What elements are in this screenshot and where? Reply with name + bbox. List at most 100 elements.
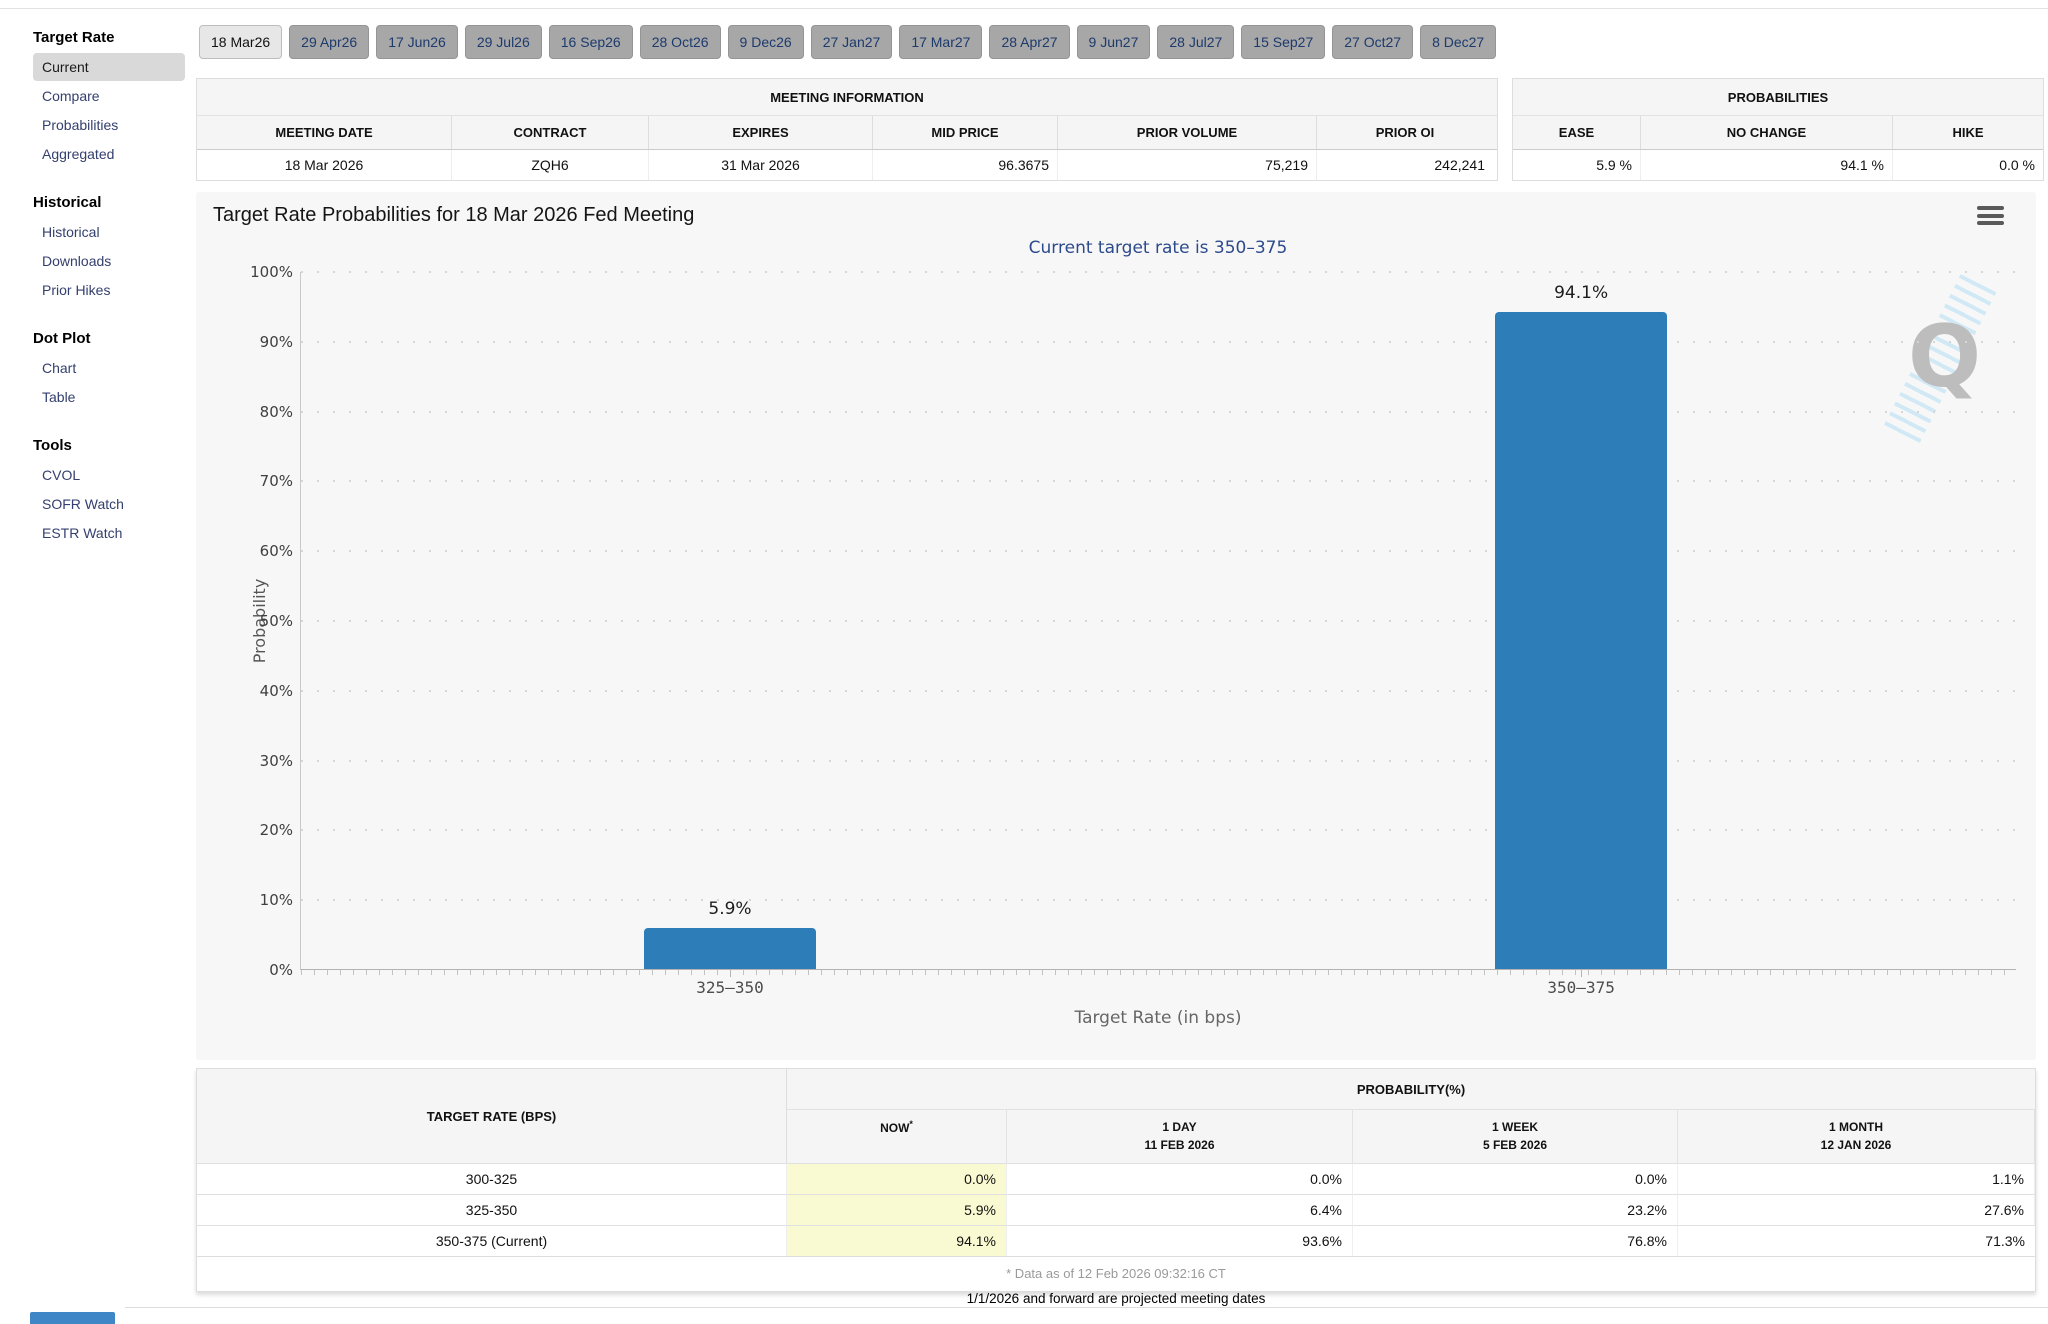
probabilities-panel: PROBABILITIES EASE NO CHANGE HIKE 5.9 % 94.… (1512, 78, 2044, 181)
probability-bar (1495, 312, 1668, 969)
meeting-tab-16-sep26[interactable]: 16 Sep26 (548, 25, 633, 59)
probabilities-value: 0.0 % (1999, 157, 2035, 173)
meeting-tab-29-jul26[interactable]: 29 Jul26 (464, 25, 542, 59)
gridline (301, 899, 2016, 902)
probabilities-col-header: HIKE (1952, 125, 1984, 140)
meeting-tab-27-jan27[interactable]: 27 Jan27 (810, 25, 893, 59)
y-tick-label: 80% (259, 402, 293, 421)
sidebar-item-downloads[interactable]: Downloads (42, 253, 112, 269)
meeting-info-col-header: EXPIRES (649, 116, 873, 149)
meeting-tab-29-apr26[interactable]: 29 Apr26 (289, 25, 370, 59)
probabilities-value: 94.1 % (1641, 150, 1893, 180)
hamburger-icon[interactable] (1977, 206, 2004, 227)
meeting-info-value: 242,241 (1434, 157, 1485, 173)
x-category-label: 350–375 (1547, 978, 1615, 997)
meeting-tab-17-jun26[interactable]: 17 Jun26 (376, 25, 458, 59)
data-as-of-footnote: * Data as of 12 Feb 2026 09:32:16 CT (197, 1256, 2035, 1291)
gridline (301, 689, 2016, 692)
sidebar-item-compare[interactable]: Compare (42, 88, 100, 104)
probability-cell: 27.6% (1678, 1194, 2035, 1225)
sidebar-item-estr-watch[interactable]: ESTR Watch (42, 525, 123, 541)
y-tick-label: 90% (259, 332, 293, 351)
sidebar-item-cvol[interactable]: CVOL (42, 467, 81, 483)
target-rate-cell: 325-350 (197, 1194, 787, 1225)
sidebar-section: Dot Plot Chart Table (33, 326, 185, 411)
probability-cell: 0.0% (1007, 1163, 1353, 1194)
gridline (301, 550, 2016, 553)
y-tick-label: 50% (259, 612, 293, 630)
meeting-tab-9-dec26[interactable]: 9 Dec26 (727, 25, 804, 59)
meeting-info-value: ZQH6 (452, 150, 649, 180)
meeting-information-panel: MEETING INFORMATION MEETING DATE CONTRACT… (196, 78, 1498, 181)
y-tick-label: 70% (259, 472, 293, 491)
sidebar: Target Rate Current Compare Probabilities Ag… (33, 25, 185, 569)
gridline (301, 480, 2016, 483)
gridline (301, 271, 2016, 273)
probability-cell: 71.3% (1678, 1225, 2035, 1256)
gridline (301, 759, 2016, 762)
sidebar-section-title: Tools (33, 437, 72, 454)
x-axis-tick (730, 970, 731, 977)
probability-cell: 1.1% (1678, 1163, 2035, 1194)
probability-cell: 0.0% (787, 1163, 1007, 1194)
partial-bottom-element (30, 1312, 115, 1324)
meeting-tab-28-jul27[interactable]: 28 Jul27 (1157, 25, 1235, 59)
sidebar-section: Target Rate Current Compare Probabilities Ag… (33, 25, 185, 168)
probability-cell: 23.2% (1353, 1194, 1678, 1225)
gridline (301, 829, 2016, 832)
x-axis-title: Target Rate (in bps) (1074, 1008, 1242, 1028)
meeting-tab-28-apr27[interactable]: 28 Apr27 (989, 25, 1070, 59)
probability-group-header: PROBABILITY(%) (787, 1069, 2035, 1109)
sidebar-section: Historical Historical Downloads Prior Hikes (33, 190, 185, 304)
sidebar-item-chart[interactable]: Chart (42, 360, 77, 376)
y-tick-label: 60% (259, 542, 293, 561)
probability-cell: 76.8% (1353, 1225, 1678, 1256)
meeting-tab-15-sep27[interactable]: 15 Sep27 (1241, 25, 1326, 59)
bar-value-label: 5.9% (708, 898, 752, 919)
sidebar-item-aggregated[interactable]: Aggregated (42, 146, 115, 162)
history-col-header: 1 MONTH 12 JAN 2026 (1678, 1109, 2035, 1163)
meeting-tab-9-jun27[interactable]: 9 Jun27 (1076, 25, 1151, 59)
meeting-info-value: 31 Mar 2026 (649, 150, 873, 180)
sidebar-section-title: Target Rate (33, 29, 115, 46)
meeting-info-value: 18 Mar 2026 (197, 150, 452, 180)
meeting-date-tabs: 18 Mar26 29 Apr26 17 Jun26 29 Jul26 16 Sep26… (199, 25, 1497, 59)
meeting-tab-28-oct26[interactable]: 28 Oct26 (639, 25, 721, 59)
bottom-divider (125, 1307, 2048, 1308)
sidebar-item-current[interactable]: Current (33, 53, 185, 81)
meeting-tab-17-mar27[interactable]: 17 Mar27 (899, 25, 983, 59)
sidebar-item-probabilities[interactable]: Probabilities (42, 117, 119, 133)
sidebar-item-sofr-watch[interactable]: SOFR Watch (42, 496, 124, 512)
info-panels-row: MEETING INFORMATION MEETING DATE CONTRACT… (196, 78, 2044, 181)
probabilities-col-header: NO CHANGE (1641, 116, 1893, 149)
meeting-tab-27-oct27[interactable]: 27 Oct27 (1332, 25, 1414, 59)
y-tick-label: 100% (250, 263, 293, 281)
meeting-tab-18-mar26[interactable]: 18 Mar26 (199, 25, 283, 59)
probability-cell: 94.1% (787, 1225, 1007, 1256)
probabilities-value: 5.9 % (1513, 150, 1641, 180)
meeting-info-value: 75,219 (1058, 150, 1317, 180)
sidebar-item-table[interactable]: Table (42, 389, 76, 405)
top-divider (0, 8, 2048, 9)
sidebar-section-title: Dot Plot (33, 330, 91, 347)
probabilities-headers: EASE NO CHANGE HIKE (1513, 116, 2043, 150)
probability-chart-panel: Target Rate Probabilities for 18 Mar 202… (196, 192, 2036, 1060)
gridline (301, 340, 2016, 343)
history-col-header: NOW* (787, 1109, 1007, 1163)
meeting-information-title: MEETING INFORMATION (197, 79, 1497, 116)
meeting-information-values: 18 Mar 2026 ZQH6 31 Mar 2026 96.3675 75,219 2… (197, 150, 1497, 180)
meeting-info-col-header: PRIOR OI (1375, 125, 1435, 140)
bar-chart-plot-area: Probability 0% 10% 20% 30% 40% 50% 60% 70% 80% 90… (250, 263, 2016, 997)
target-rate-cell: 300-325 (197, 1163, 787, 1194)
sidebar-item-historical[interactable]: Historical (42, 224, 100, 240)
probability-cell: 93.6% (1007, 1225, 1353, 1256)
y-tick-label: 10% (259, 891, 293, 910)
probability-history-table: TARGET RATE (BPS) PROBABILITY(%) NOW* 1 D… (196, 1068, 2036, 1292)
sidebar-item-prior-hikes[interactable]: Prior Hikes (42, 282, 111, 298)
x-axis-tick (1581, 970, 1583, 977)
y-tick-label: 40% (259, 681, 293, 700)
probabilities-title: PROBABILITIES (1513, 79, 2043, 116)
meeting-tab-8-dec27[interactable]: 8 Dec27 (1420, 25, 1497, 59)
history-col-header: 1 WEEK 5 FEB 2026 (1353, 1109, 1678, 1163)
